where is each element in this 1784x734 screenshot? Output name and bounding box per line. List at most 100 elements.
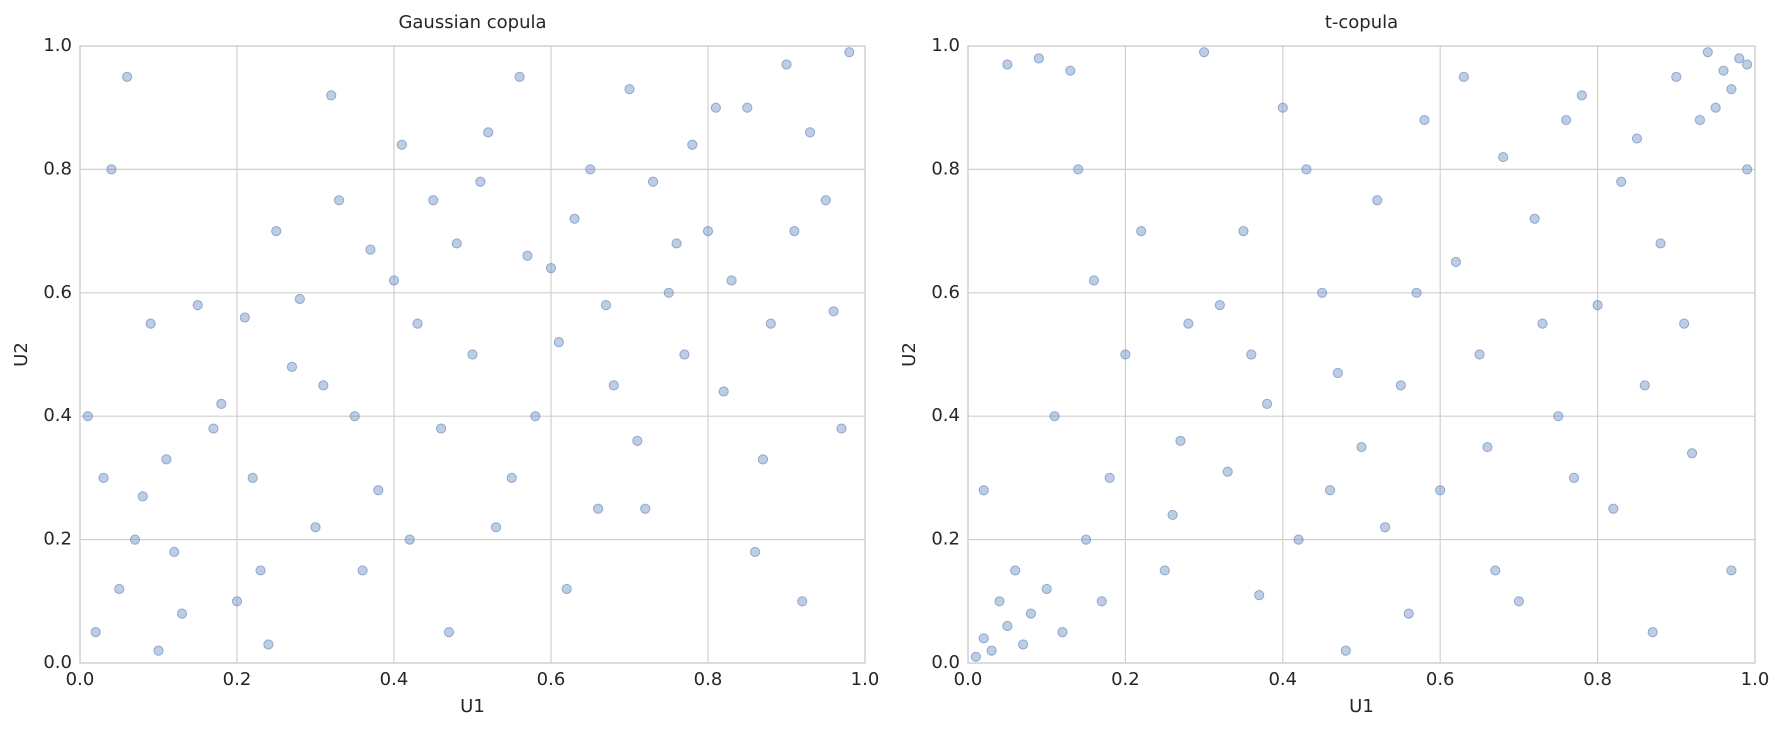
point xyxy=(1065,65,1076,76)
plot-frame xyxy=(967,45,1756,664)
point xyxy=(757,454,769,465)
x-tick-label: 0.0 xyxy=(954,669,983,690)
point xyxy=(1356,441,1367,453)
point xyxy=(436,423,447,434)
x-tick-label: 0.0 xyxy=(66,669,95,690)
point xyxy=(1324,485,1336,496)
point xyxy=(1726,84,1737,95)
point xyxy=(1537,318,1548,329)
point xyxy=(1616,176,1627,187)
point xyxy=(357,565,368,576)
point xyxy=(1025,608,1037,619)
point xyxy=(1458,71,1469,82)
point xyxy=(1395,380,1406,391)
point xyxy=(1238,226,1249,237)
point xyxy=(1017,639,1029,650)
point xyxy=(490,522,502,533)
point xyxy=(1655,238,1666,249)
point xyxy=(640,503,651,514)
y-axis-label: U2 xyxy=(11,342,32,367)
point xyxy=(553,337,564,348)
point xyxy=(1277,102,1288,113)
y-tick-label: 0.8 xyxy=(43,158,72,179)
point xyxy=(1686,448,1698,459)
point xyxy=(396,139,407,150)
y-tick-label: 1.0 xyxy=(43,35,72,56)
point xyxy=(978,633,989,644)
point xyxy=(1293,534,1304,545)
point xyxy=(593,503,604,514)
point xyxy=(114,583,125,595)
point xyxy=(286,361,298,372)
point xyxy=(1080,534,1092,545)
point xyxy=(561,583,572,595)
x-tick-label: 0.6 xyxy=(1426,669,1455,690)
point xyxy=(404,534,415,545)
x-tick-label: 0.4 xyxy=(1268,669,1297,690)
point xyxy=(726,275,737,286)
point xyxy=(545,263,557,274)
point xyxy=(365,244,376,255)
point xyxy=(1474,349,1485,360)
x-tick-label: 0.4 xyxy=(380,669,409,690)
point xyxy=(647,176,659,187)
y-tick-label: 0.4 xyxy=(43,405,72,426)
point xyxy=(1718,65,1729,76)
point xyxy=(1199,47,1210,58)
point xyxy=(145,318,156,329)
point xyxy=(828,306,839,317)
chart-title: Gaussian copula xyxy=(398,12,546,33)
point xyxy=(506,472,517,483)
point xyxy=(994,596,1005,607)
point xyxy=(1671,71,1682,82)
point xyxy=(1726,565,1737,576)
y-tick-label: 0.0 xyxy=(931,652,960,673)
point xyxy=(1317,287,1328,298)
point xyxy=(333,195,345,206)
y-tick-label: 1.0 xyxy=(931,35,960,56)
y-axis-label: U2 xyxy=(899,342,920,367)
point xyxy=(970,651,981,662)
point xyxy=(326,90,337,101)
point xyxy=(671,238,682,249)
point xyxy=(483,127,494,138)
x-tick-label: 1.0 xyxy=(1741,669,1770,690)
point xyxy=(522,250,533,261)
point xyxy=(1702,47,1713,58)
point xyxy=(1647,627,1658,638)
point xyxy=(428,195,439,206)
point xyxy=(1372,195,1383,206)
point xyxy=(978,485,989,496)
point xyxy=(530,411,541,422)
x-tick-label: 0.6 xyxy=(537,669,566,690)
point xyxy=(1002,59,1013,70)
point xyxy=(514,71,525,82)
x-axis-label: U1 xyxy=(460,696,485,717)
point xyxy=(1380,522,1391,533)
point xyxy=(137,491,148,502)
point xyxy=(1104,472,1115,483)
y-tick-label: 0.6 xyxy=(43,282,72,303)
point xyxy=(294,293,305,305)
point xyxy=(1033,53,1044,64)
point xyxy=(122,71,133,82)
point xyxy=(208,423,219,434)
point xyxy=(1403,608,1414,619)
point xyxy=(90,627,101,638)
point xyxy=(1120,349,1131,360)
y-tick-label: 0.2 xyxy=(931,529,960,550)
y-tick-label: 0.8 xyxy=(931,158,960,179)
point xyxy=(1631,133,1643,144)
point xyxy=(1450,256,1462,268)
point xyxy=(702,226,714,237)
point xyxy=(349,411,360,422)
point xyxy=(789,226,800,237)
point xyxy=(216,398,227,409)
point xyxy=(1529,213,1540,224)
y-tick-label: 0.2 xyxy=(43,529,72,550)
point xyxy=(836,423,847,434)
point xyxy=(1136,226,1147,237)
point xyxy=(1608,503,1619,514)
point xyxy=(608,380,619,391)
